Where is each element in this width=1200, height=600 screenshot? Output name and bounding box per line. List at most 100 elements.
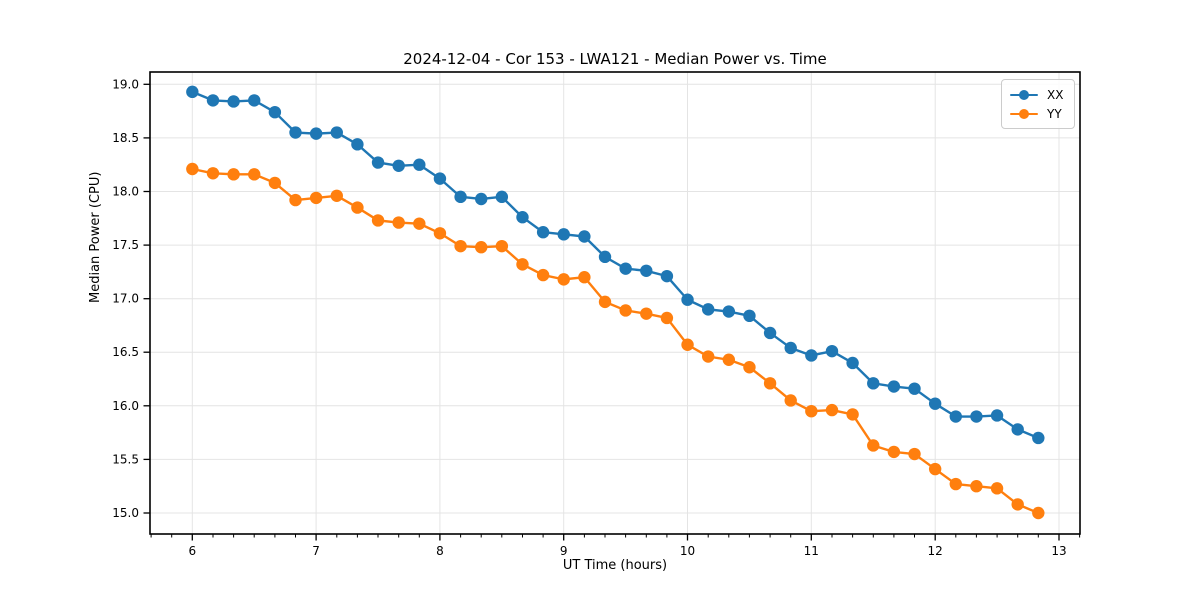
data-point-yy <box>309 191 323 205</box>
data-point-yy <box>1032 506 1045 520</box>
data-point-xx <box>846 356 859 370</box>
data-point-xx <box>351 138 364 151</box>
y-tick-label: 16.0 <box>112 399 139 413</box>
data-point-yy <box>640 307 653 320</box>
data-point-xx <box>371 156 385 169</box>
data-point-yy <box>867 439 880 452</box>
data-point-yy <box>722 353 736 366</box>
y-tick-label: 17.0 <box>112 292 139 306</box>
x-tick-label: 8 <box>436 544 444 558</box>
data-point-yy <box>846 408 859 421</box>
data-point-yy <box>227 168 240 181</box>
legend-entry-xx: XX <box>1010 85 1066 104</box>
data-point-yy <box>495 239 509 253</box>
series-yy <box>186 162 1045 520</box>
data-point-xx <box>640 264 653 277</box>
data-point-yy <box>928 462 942 476</box>
data-point-xx <box>990 409 1004 422</box>
x-tick-label: 7 <box>312 544 320 558</box>
data-point-xx <box>763 326 777 340</box>
data-point-xx <box>330 126 343 139</box>
data-point-yy <box>598 295 612 309</box>
data-point-xx <box>805 349 818 362</box>
data-point-yy <box>330 189 343 202</box>
data-point-yy <box>990 482 1004 495</box>
data-point-yy <box>1011 498 1024 511</box>
data-point-xx <box>433 172 447 185</box>
data-point-xx <box>536 226 550 239</box>
y-tick-label: 19.0 <box>112 77 139 91</box>
data-point-xx <box>289 126 302 139</box>
data-point-yy <box>887 445 901 459</box>
chart-title: 2024-12-04 - Cor 153 - LWA121 - Median P… <box>403 50 827 68</box>
y-tick-label: 15.5 <box>112 452 139 466</box>
data-point-xx <box>949 410 962 423</box>
data-point-yy <box>248 168 261 181</box>
x-tick-label: 9 <box>560 544 568 558</box>
data-point-yy <box>351 201 364 214</box>
y-tick-label: 16.5 <box>112 345 139 359</box>
data-point-yy <box>516 258 529 271</box>
data-point-yy <box>949 477 962 491</box>
data-point-yy <box>433 227 447 240</box>
data-point-xx <box>475 192 488 206</box>
data-point-xx <box>722 305 736 318</box>
data-point-xx <box>578 230 591 243</box>
legend-label-yy: YY <box>1047 106 1062 121</box>
legend-swatch-yy <box>1010 108 1038 119</box>
data-point-yy <box>681 338 694 351</box>
data-point-xx <box>516 211 529 224</box>
data-point-yy <box>536 268 550 282</box>
data-point-xx <box>970 410 983 423</box>
x-tick-label: 11 <box>804 544 819 558</box>
data-point-xx <box>227 95 240 108</box>
grid-lines <box>150 72 1080 534</box>
data-point-yy <box>619 304 632 317</box>
x-tick-label: 10 <box>680 544 695 558</box>
data-point-xx <box>743 309 756 323</box>
data-point-yy <box>743 361 756 374</box>
data-point-yy <box>268 176 282 190</box>
data-point-xx <box>495 190 509 204</box>
data-point-xx <box>1032 431 1045 445</box>
data-point-xx <box>784 341 797 355</box>
data-point-yy <box>825 403 839 417</box>
data-point-xx <box>928 397 942 410</box>
data-point-yy <box>701 350 715 363</box>
data-point-yy <box>660 311 674 325</box>
data-point-yy <box>454 239 467 253</box>
data-point-yy <box>289 193 302 207</box>
marker-dot-icon <box>1019 108 1029 119</box>
data-point-yy <box>392 216 405 229</box>
legend-label-xx: XX <box>1047 87 1064 102</box>
data-point-yy <box>475 241 488 254</box>
data-point-yy <box>908 447 921 461</box>
x-tick-label: 13 <box>1051 544 1066 558</box>
data-point-xx <box>557 228 570 241</box>
y-tick-label: 18.5 <box>112 131 139 145</box>
plot-border <box>149 71 1081 535</box>
data-point-yy <box>578 271 591 284</box>
data-point-xx <box>454 190 467 204</box>
data-point-yy <box>784 394 797 407</box>
data-point-xx <box>867 377 880 390</box>
legend-swatch-xx <box>1010 89 1038 100</box>
data-point-xx <box>825 344 839 358</box>
data-point-xx <box>660 269 674 283</box>
data-point-xx <box>619 262 632 275</box>
data-point-xx <box>1011 423 1024 436</box>
data-point-xx <box>268 105 282 119</box>
data-point-yy <box>206 167 220 180</box>
x-tick-label: 12 <box>928 544 943 558</box>
data-point-yy <box>805 404 818 418</box>
data-point-xx <box>392 159 405 172</box>
data-point-xx <box>681 293 694 306</box>
data-point-xx <box>908 382 921 395</box>
data-point-yy <box>970 480 983 493</box>
data-point-yy <box>557 273 570 286</box>
data-point-xx <box>701 303 715 316</box>
y-tick-label: 17.5 <box>112 238 139 252</box>
series-xx <box>186 85 1045 445</box>
data-point-xx <box>887 380 901 393</box>
